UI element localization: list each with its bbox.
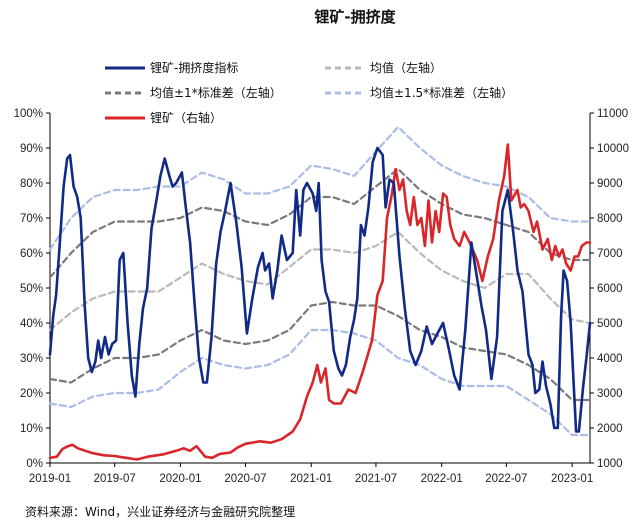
y-left-tick-label: 20% xyxy=(20,388,43,400)
series-line-band15-1 xyxy=(48,328,592,437)
y-right-tick-label: 4000 xyxy=(597,353,623,365)
x-tick-label: 2023-01 xyxy=(551,473,593,485)
y-left-tick-label: 90% xyxy=(20,143,43,155)
y-right-tick-label: 2000 xyxy=(597,423,623,435)
y-left-tick-label: 40% xyxy=(20,318,43,330)
legend-label-band15: 均值±1.5*标准差（左轴） xyxy=(370,85,513,100)
y-left-tick-label: 0% xyxy=(26,458,43,470)
y-right-tick-label: 11000 xyxy=(597,108,628,120)
y-right-tick-label: 10000 xyxy=(597,143,629,155)
x-tick-label: 2019-01 xyxy=(29,473,71,485)
y-left-tick-label: 100% xyxy=(14,108,43,120)
x-tick-label: 2019-07 xyxy=(94,473,136,485)
y-right-tick-label: 7000 xyxy=(597,248,623,260)
y-left-tick-label: 70% xyxy=(20,213,43,225)
series-line-band1 xyxy=(48,167,592,279)
legend-label-band1: 均值±1*标准差（左轴） xyxy=(150,85,282,100)
legend-label-mean: 均值（左轴） xyxy=(370,60,442,75)
y-right-tick-label: 1000 xyxy=(597,458,623,470)
y-right-tick-label: 5000 xyxy=(597,318,623,330)
series-line-crowding xyxy=(48,146,592,433)
y-left-tick-label: 50% xyxy=(20,283,43,295)
source-note: 资料来源：Wind，兴业证券经济与金融研究院整理 xyxy=(25,504,295,519)
chart-title: 锂矿-拥挤度 xyxy=(314,8,396,26)
legend-label-crowding: 锂矿-拥挤度指标 xyxy=(150,60,238,75)
x-tick-label: 2021-01 xyxy=(290,473,332,485)
x-tick-label: 2020-07 xyxy=(224,473,266,485)
y-left-tick-label: 10% xyxy=(20,423,43,435)
legend-label-price: 锂矿（右轴） xyxy=(150,110,222,125)
y-right-tick-label: 9000 xyxy=(597,178,623,190)
y-left-tick-label: 80% xyxy=(20,178,43,190)
legend: 锂矿-拥挤度指标 均值（左轴） 均值±1*标准差（左轴） 均值±1.5*标准差（… xyxy=(105,60,513,125)
y-right-tick-label: 8000 xyxy=(597,213,623,225)
x-tick-label: 2020-01 xyxy=(159,473,201,485)
series-line-band1-1 xyxy=(48,300,592,402)
x-tick-label: 2022-01 xyxy=(421,473,463,485)
series-layer xyxy=(48,125,592,461)
axes: 0% 10% 20% 30% 40% 50% 60% 70% 80% 90% 100% 1000 200… xyxy=(14,108,629,485)
y-left-tick-label: 30% xyxy=(20,353,43,365)
x-tick-label: 2022-07 xyxy=(485,473,527,485)
series-line-price xyxy=(48,143,592,461)
x-tick-label: 2021-07 xyxy=(355,473,397,485)
y-right-tick-label: 6000 xyxy=(597,283,623,295)
series-line-mean xyxy=(48,230,592,332)
y-right-tick-label: 3000 xyxy=(597,388,623,400)
y-left-tick-label: 60% xyxy=(20,248,43,260)
